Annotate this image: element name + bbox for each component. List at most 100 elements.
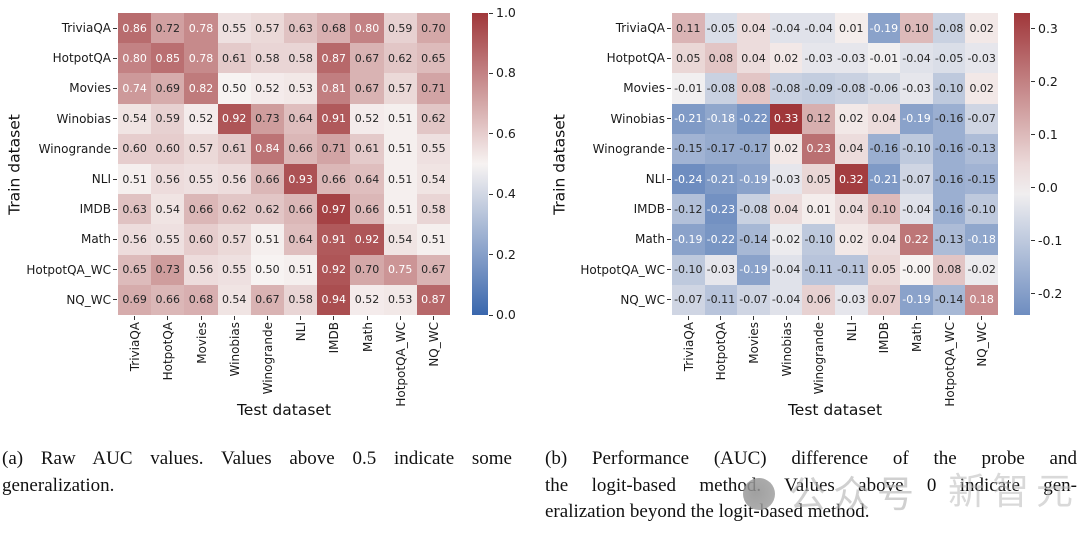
heatmap-cell: 0.67 — [350, 43, 384, 74]
x-tick-label: NQ_WC — [426, 322, 441, 367]
heatmap-cell: 0.52 — [184, 103, 218, 134]
heatmap-cell: -0.04 — [900, 43, 933, 74]
heatmap-cell: 0.51 — [383, 133, 417, 164]
y-tick-mark — [113, 178, 117, 180]
heatmap-cell: 0.51 — [250, 224, 284, 255]
x-tick-label: HotpotQA — [714, 322, 729, 381]
heatmap-cell: 0.05 — [867, 254, 901, 285]
x-tick-label: Winogrande — [812, 322, 827, 395]
x-tick-mark — [200, 316, 202, 320]
heatmap-cell: 0.01 — [835, 13, 868, 44]
heatmap-cell: 0.97 — [317, 194, 351, 225]
heatmap-cell: 0.04 — [835, 194, 868, 225]
heatmap-cell: 0.50 — [217, 73, 251, 104]
heatmap-cell: 0.94 — [317, 284, 351, 315]
heatmap-cell: 0.02 — [769, 43, 803, 74]
heatmap-cell: -0.07 — [900, 164, 933, 195]
y-tick-mark — [667, 299, 671, 301]
heatmap-cell: 0.85 — [151, 43, 185, 74]
heatmap-cell: 0.61 — [350, 133, 384, 164]
caption-b: (b) Performance (AUC) difference of the … — [545, 446, 1077, 526]
caption-a-line: generalization. — [2, 474, 115, 496]
x-tick-mark — [883, 316, 885, 320]
colorbar-strip — [1014, 13, 1030, 315]
heatmap-cell: 0.08 — [932, 254, 966, 285]
heatmap-cell: 0.68 — [184, 284, 218, 315]
heatmap-cell: -0.03 — [900, 73, 933, 104]
heatmap-cell: -0.14 — [932, 284, 966, 315]
heatmap-cell: 0.05 — [802, 164, 835, 195]
heatmap-cell: 0.92 — [317, 254, 351, 285]
heatmap-cell: 0.78 — [184, 13, 218, 44]
x-tick-mark — [753, 316, 754, 320]
heatmap-cell: 0.58 — [284, 43, 318, 74]
heatmap-cell: 0.23 — [802, 133, 835, 164]
heatmap-cell: -0.05 — [704, 13, 738, 44]
heatmap-cell: 0.12 — [802, 103, 835, 134]
heatmap-cell: -0.04 — [769, 254, 803, 285]
colorbar-tick-mark — [489, 254, 493, 256]
x-tick-mark — [233, 316, 235, 320]
heatmap-cell: 0.80 — [118, 43, 152, 74]
x-tick-mark — [266, 316, 268, 320]
heatmap-cell: 0.91 — [317, 224, 351, 255]
colorbar-tick-mark — [489, 72, 493, 74]
heatmap-cell: 0.70 — [416, 13, 450, 44]
heatmap-cell: 0.69 — [151, 73, 185, 104]
heatmap-cell: 0.56 — [217, 164, 251, 195]
x-tick-mark — [850, 316, 852, 320]
y-tick-mark — [113, 208, 117, 210]
x-tick-label: TriviaQA — [128, 322, 143, 372]
heatmap-cell: 0.04 — [867, 103, 901, 134]
colorbar-tick-label: 0.6 — [496, 125, 516, 141]
heatmap-cell: 0.54 — [416, 164, 450, 195]
heatmap-cell: -0.13 — [932, 224, 966, 255]
y-tick-label: Winogrande — [592, 141, 665, 156]
heatmap-cell: 0.61 — [217, 43, 251, 74]
heatmap-cell: -0.19 — [900, 284, 933, 315]
x-tick-mark — [916, 316, 917, 320]
heatmap-cell: 0.51 — [118, 164, 152, 195]
heatmap-cell: -0.04 — [769, 13, 803, 44]
colorbar-tick-mark — [1031, 293, 1035, 295]
colorbar-tick-label: 0.0 — [1038, 179, 1058, 195]
colorbar-tick-label: 0.3 — [1038, 20, 1058, 36]
heatmap-cell: 0.04 — [835, 133, 868, 164]
heatmap-cell: 0.91 — [317, 103, 351, 134]
x-tick-mark — [134, 316, 136, 320]
x-tick-mark — [300, 316, 302, 320]
heatmap-cell: -0.22 — [704, 224, 738, 255]
heatmap-cell: 0.58 — [284, 284, 318, 315]
heatmap-cell: 0.69 — [118, 284, 152, 315]
caption-b-line: eralization beyond the logit-based metho… — [545, 501, 870, 522]
heatmap-cell: 0.81 — [317, 73, 351, 104]
heatmap-cell: -0.19 — [900, 103, 933, 134]
x-tick-label: NLI — [294, 322, 309, 342]
colorbar-tick-mark — [489, 133, 493, 135]
y-tick-label: Winobias — [56, 111, 111, 126]
heatmap-cell: -0.19 — [737, 164, 770, 195]
x-tick-label: NLI — [844, 322, 859, 342]
heatmap-cell: 0.52 — [250, 73, 284, 104]
heatmap-cell: -0.10 — [672, 254, 705, 285]
heatmap-cell: 0.66 — [284, 133, 318, 164]
y-tick-label: HotpotQA — [606, 51, 665, 66]
colorbar-tick-label: -0.1 — [1038, 232, 1063, 248]
heatmap-cell: 0.75 — [383, 254, 417, 285]
heatmap-cell: -0.07 — [672, 284, 705, 315]
x-tick-label: IMDB — [877, 322, 892, 354]
x-tick-mark — [687, 316, 689, 320]
x-tick-mark — [720, 316, 722, 320]
heatmap-cell: 0.78 — [184, 43, 218, 74]
heatmap-cell: 0.87 — [317, 43, 351, 74]
heatmap-cell: -0.16 — [932, 164, 966, 195]
heatmap-cell: -0.01 — [672, 73, 705, 104]
heatmap-cell: 0.52 — [350, 103, 384, 134]
heatmap-cell: 0.82 — [184, 73, 218, 104]
x-tick-label: HotpotQA_WC — [942, 322, 957, 407]
heatmap-cell: 0.04 — [867, 224, 901, 255]
y-tick-label: Winobias — [610, 111, 665, 126]
heatmap-cell: 0.01 — [802, 194, 835, 225]
colorbar-tick-mark — [1031, 28, 1035, 30]
heatmap-cell: -0.16 — [932, 133, 966, 164]
